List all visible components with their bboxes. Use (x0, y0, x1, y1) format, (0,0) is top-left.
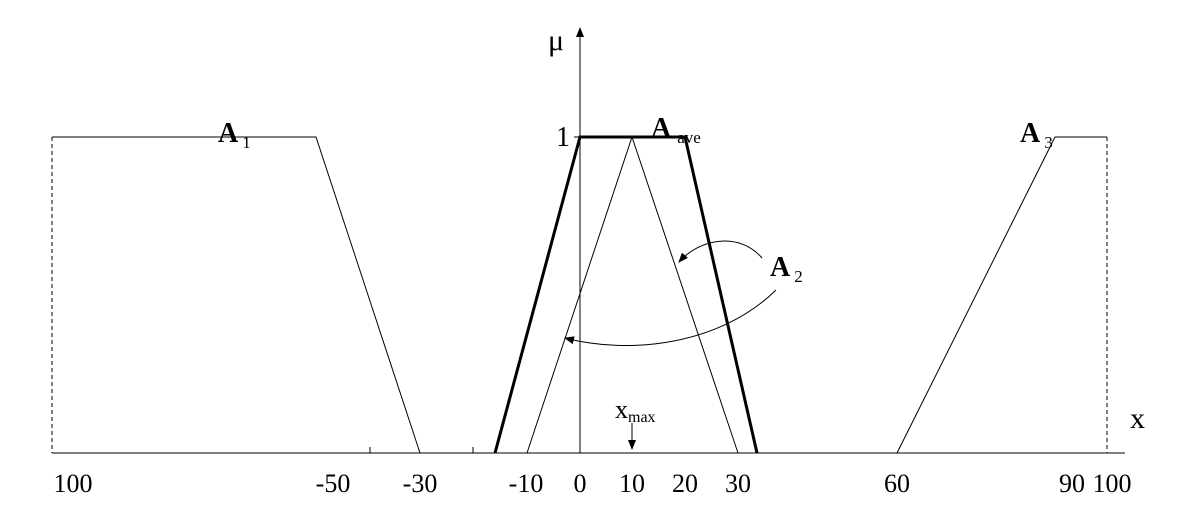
y-axis-label: μ (548, 24, 564, 57)
x-tick-labels: 100 -50 -30 -10 0 10 20 30 60 90 100 (54, 469, 1132, 498)
x-tick-label: -30 (403, 469, 438, 498)
x-tick-label: 10 (619, 469, 645, 498)
x-tick-label: 20 (672, 469, 698, 498)
x-tick-label: 100 (1093, 469, 1132, 498)
arrow (564, 289, 777, 346)
x-tick-label: 90 (1059, 469, 1085, 498)
x-max-label: xmax (615, 395, 656, 426)
x-tick-label: -10 (509, 469, 544, 498)
x-tick-label: 0 (574, 469, 587, 498)
y-tick-label: 1 (556, 122, 570, 153)
x-axis-label: x (1130, 402, 1145, 435)
set-a1 (52, 136, 421, 454)
set-a3 (896, 136, 1107, 454)
set-a2 (526, 135, 739, 454)
x-tick-label: 100 (54, 469, 93, 498)
x-tick-label: 30 (725, 469, 751, 498)
x-tick-label: -50 (316, 469, 351, 498)
arrow (678, 240, 763, 263)
x-tick-label: 60 (884, 469, 910, 498)
